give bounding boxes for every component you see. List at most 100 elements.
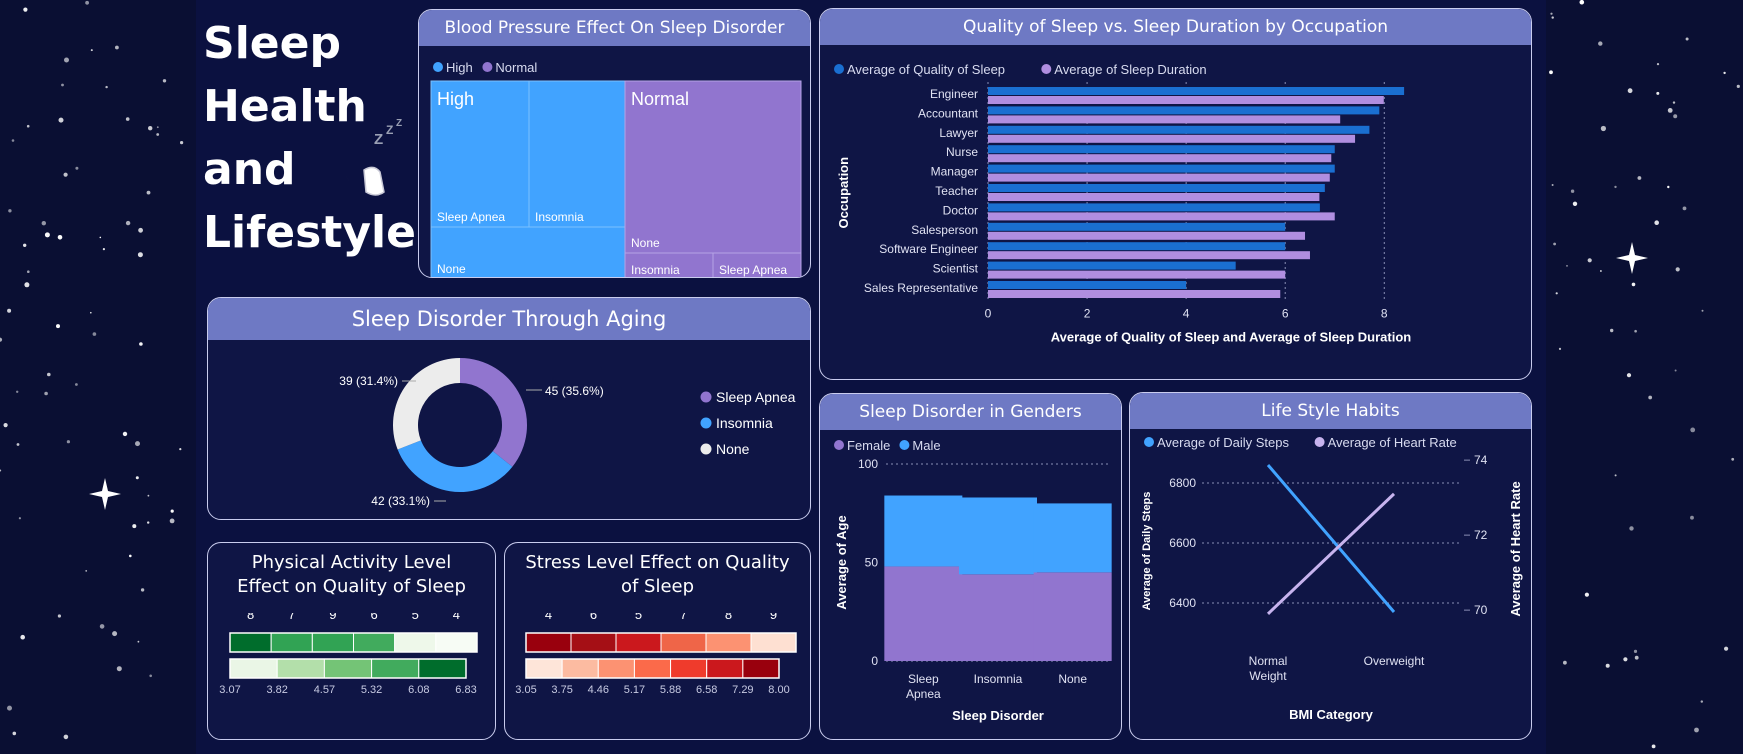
star bbox=[1673, 114, 1678, 119]
star bbox=[47, 372, 51, 377]
bar-duration bbox=[988, 231, 1306, 240]
category-label: 6 bbox=[370, 613, 377, 622]
card-title: Stress Level Effect on Quality of Sleep bbox=[525, 552, 790, 597]
legend-label: Normal bbox=[495, 60, 537, 75]
sparkle-star bbox=[1616, 242, 1648, 274]
star bbox=[115, 45, 119, 50]
star bbox=[112, 631, 118, 637]
star bbox=[90, 311, 92, 314]
lifestyle-card: Life Style Habits Average of Daily Steps… bbox=[1129, 392, 1532, 740]
star bbox=[1614, 474, 1617, 477]
star bbox=[122, 431, 128, 437]
star bbox=[138, 227, 144, 233]
legend-label: Average of Sleep Duration bbox=[1054, 62, 1206, 77]
scale-label: 3.82 bbox=[266, 684, 287, 696]
bar-duration bbox=[988, 212, 1335, 221]
star bbox=[1555, 292, 1558, 295]
scale-cell bbox=[633, 658, 672, 679]
treemap-cell-label: None bbox=[437, 262, 466, 276]
legend-marker bbox=[700, 391, 712, 403]
heat-cell bbox=[353, 632, 396, 653]
scale-cell bbox=[371, 658, 420, 679]
legend-label: Insomnia bbox=[716, 415, 773, 431]
star bbox=[1600, 270, 1602, 272]
star bbox=[147, 494, 150, 497]
line-daily-steps bbox=[1266, 464, 1396, 613]
star bbox=[180, 141, 184, 145]
bar-duration bbox=[988, 134, 1356, 143]
star bbox=[1694, 727, 1699, 733]
star bbox=[75, 383, 78, 386]
star bbox=[156, 133, 160, 136]
y-axis-title: Average of Age bbox=[834, 515, 849, 609]
bar-quality bbox=[988, 164, 1335, 173]
star bbox=[1667, 108, 1673, 113]
heat-cell bbox=[311, 632, 355, 653]
heat-cell bbox=[570, 632, 617, 653]
occupation-card: Quality of Sleep vs. Sleep Duration by O… bbox=[819, 8, 1532, 380]
star bbox=[1623, 657, 1628, 662]
physical-heatmap: 8 7 9 6 5 4 3.07 3.82 4.57 5.32 6.08 6.83 bbox=[219, 613, 478, 696]
star bbox=[16, 390, 19, 393]
star bbox=[12, 731, 17, 736]
star bbox=[1629, 526, 1634, 531]
x-tick-label: Overweight bbox=[1364, 654, 1425, 668]
x-tick-label: Sleep bbox=[908, 672, 939, 686]
star bbox=[1656, 63, 1660, 66]
star bbox=[1626, 373, 1632, 378]
stress-heatmap: 4 6 5 7 8 9 3.05 3.75 4.46 5.17 5.88 6.58 7.29 8.00 bbox=[515, 613, 797, 696]
star bbox=[11, 139, 15, 142]
star bbox=[1672, 101, 1676, 104]
scale-cell bbox=[597, 658, 635, 679]
treemap-cell-label: Insomnia bbox=[631, 263, 680, 277]
star bbox=[1572, 201, 1578, 206]
scale-cell bbox=[276, 658, 325, 679]
star bbox=[1634, 655, 1639, 660]
scale-label: 8.00 bbox=[768, 684, 789, 696]
legend-label: Female bbox=[847, 438, 890, 453]
stacked-bar-segment bbox=[1033, 503, 1112, 573]
title-line: Lifestyle bbox=[203, 207, 416, 258]
star bbox=[3, 423, 8, 428]
star bbox=[27, 270, 30, 274]
legend-marker bbox=[1041, 64, 1052, 74]
star bbox=[63, 734, 69, 740]
heat-row-border bbox=[229, 632, 478, 653]
scale-label: 6.08 bbox=[408, 684, 429, 696]
treemap-cell bbox=[430, 80, 530, 228]
y-tick-label: 6600 bbox=[1169, 536, 1196, 550]
bar-quality bbox=[988, 145, 1335, 154]
category-label: 9 bbox=[770, 613, 777, 622]
line-heart-rate bbox=[1266, 492, 1396, 615]
treemap-cell-label: Insomnia bbox=[535, 210, 584, 224]
y-tick-label: Teacher bbox=[935, 184, 978, 198]
star bbox=[1633, 649, 1638, 654]
star bbox=[44, 391, 48, 396]
star bbox=[1675, 267, 1680, 272]
star bbox=[1553, 242, 1556, 246]
scale-label: 3.05 bbox=[515, 684, 536, 696]
treemap-group-label: Normal bbox=[631, 89, 689, 109]
stacked-bar-segment bbox=[884, 566, 963, 661]
svg-text:Z: Z bbox=[396, 118, 402, 129]
category-label: 5 bbox=[635, 613, 642, 622]
bar-quality bbox=[988, 242, 1286, 251]
y-tick-label: 6400 bbox=[1169, 596, 1196, 610]
star bbox=[56, 324, 60, 329]
category-label: 9 bbox=[329, 613, 336, 622]
star bbox=[146, 190, 151, 195]
legend-marker bbox=[700, 417, 712, 429]
y-axis-title: Average of Daily Steps bbox=[1141, 492, 1153, 611]
star bbox=[1682, 206, 1687, 211]
category-label: 8 bbox=[247, 613, 254, 622]
scale-label: 3.75 bbox=[551, 684, 572, 696]
star bbox=[105, 85, 108, 89]
star bbox=[1600, 125, 1606, 132]
scale-border bbox=[229, 658, 467, 679]
scale-label: 5.88 bbox=[660, 684, 681, 696]
star bbox=[24, 282, 30, 288]
stacked-bar-segment bbox=[1033, 572, 1112, 661]
star bbox=[26, 124, 30, 128]
star bbox=[1598, 41, 1603, 46]
bar-quality bbox=[988, 261, 1236, 270]
